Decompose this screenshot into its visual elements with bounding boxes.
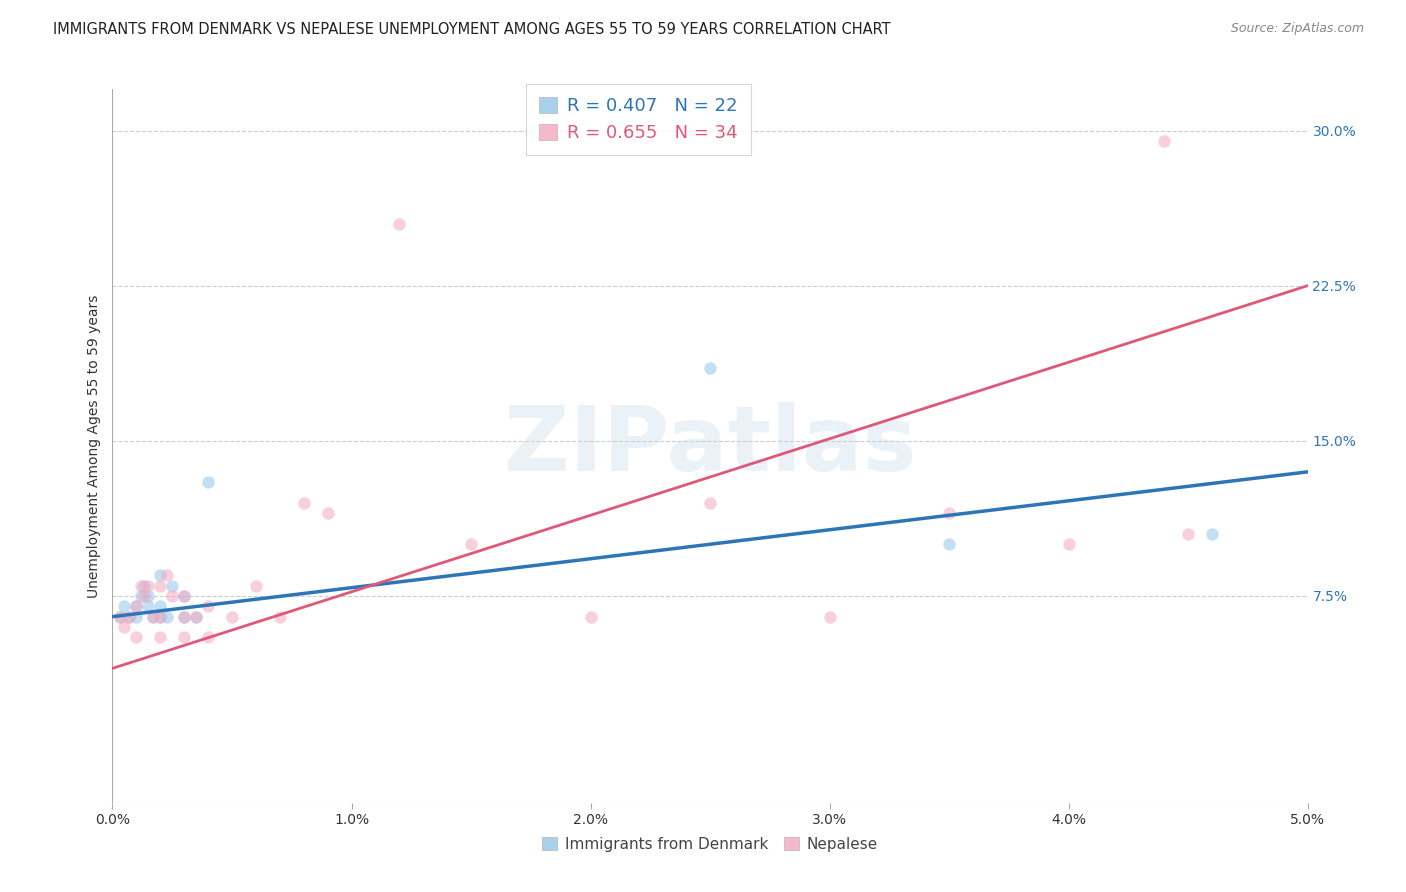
Point bbox=[173, 630, 195, 644]
Point bbox=[173, 609, 195, 624]
Point bbox=[142, 609, 165, 624]
Point bbox=[138, 599, 160, 614]
Point bbox=[221, 609, 243, 624]
Point bbox=[938, 506, 960, 520]
Point bbox=[149, 568, 172, 582]
Point bbox=[173, 589, 195, 603]
Point bbox=[138, 589, 160, 603]
Point bbox=[173, 609, 195, 624]
Y-axis label: Unemployment Among Ages 55 to 59 years: Unemployment Among Ages 55 to 59 years bbox=[87, 294, 101, 598]
Point bbox=[173, 589, 195, 603]
Legend: Immigrants from Denmark, Nepalese: Immigrants from Denmark, Nepalese bbox=[534, 829, 886, 859]
Point bbox=[197, 630, 219, 644]
Point bbox=[460, 537, 482, 551]
Point bbox=[125, 630, 148, 644]
Point bbox=[245, 579, 267, 593]
Point bbox=[132, 589, 155, 603]
Point bbox=[149, 609, 172, 624]
Point bbox=[197, 599, 219, 614]
Point bbox=[699, 496, 721, 510]
Point bbox=[197, 475, 219, 490]
Point bbox=[292, 496, 315, 510]
Point bbox=[186, 609, 208, 624]
Point bbox=[108, 609, 131, 624]
Point bbox=[1177, 527, 1199, 541]
Point bbox=[156, 609, 179, 624]
Point bbox=[125, 599, 148, 614]
Point bbox=[114, 620, 135, 634]
Point bbox=[142, 609, 165, 624]
Point bbox=[162, 589, 183, 603]
Text: ZIPatlas: ZIPatlas bbox=[503, 402, 917, 490]
Point bbox=[1201, 527, 1223, 541]
Point bbox=[125, 599, 148, 614]
Text: IMMIGRANTS FROM DENMARK VS NEPALESE UNEMPLOYMENT AMONG AGES 55 TO 59 YEARS CORRE: IMMIGRANTS FROM DENMARK VS NEPALESE UNEM… bbox=[53, 22, 891, 37]
Point bbox=[1057, 537, 1080, 551]
Point bbox=[129, 589, 152, 603]
Point bbox=[129, 579, 152, 593]
Point bbox=[938, 537, 960, 551]
Point bbox=[138, 579, 160, 593]
Point bbox=[818, 609, 841, 624]
Point bbox=[162, 579, 183, 593]
Text: Source: ZipAtlas.com: Source: ZipAtlas.com bbox=[1230, 22, 1364, 36]
Point bbox=[186, 609, 208, 624]
Point bbox=[108, 609, 131, 624]
Point bbox=[1153, 134, 1175, 148]
Point bbox=[149, 630, 172, 644]
Point bbox=[149, 609, 172, 624]
Point bbox=[388, 217, 411, 231]
Point bbox=[316, 506, 339, 520]
Point bbox=[149, 579, 172, 593]
Point bbox=[132, 579, 155, 593]
Point bbox=[118, 609, 141, 624]
Point bbox=[114, 599, 135, 614]
Point bbox=[579, 609, 602, 624]
Point bbox=[156, 568, 179, 582]
Point bbox=[149, 599, 172, 614]
Point bbox=[125, 609, 148, 624]
Point bbox=[118, 609, 141, 624]
Point bbox=[699, 361, 721, 376]
Point bbox=[269, 609, 291, 624]
